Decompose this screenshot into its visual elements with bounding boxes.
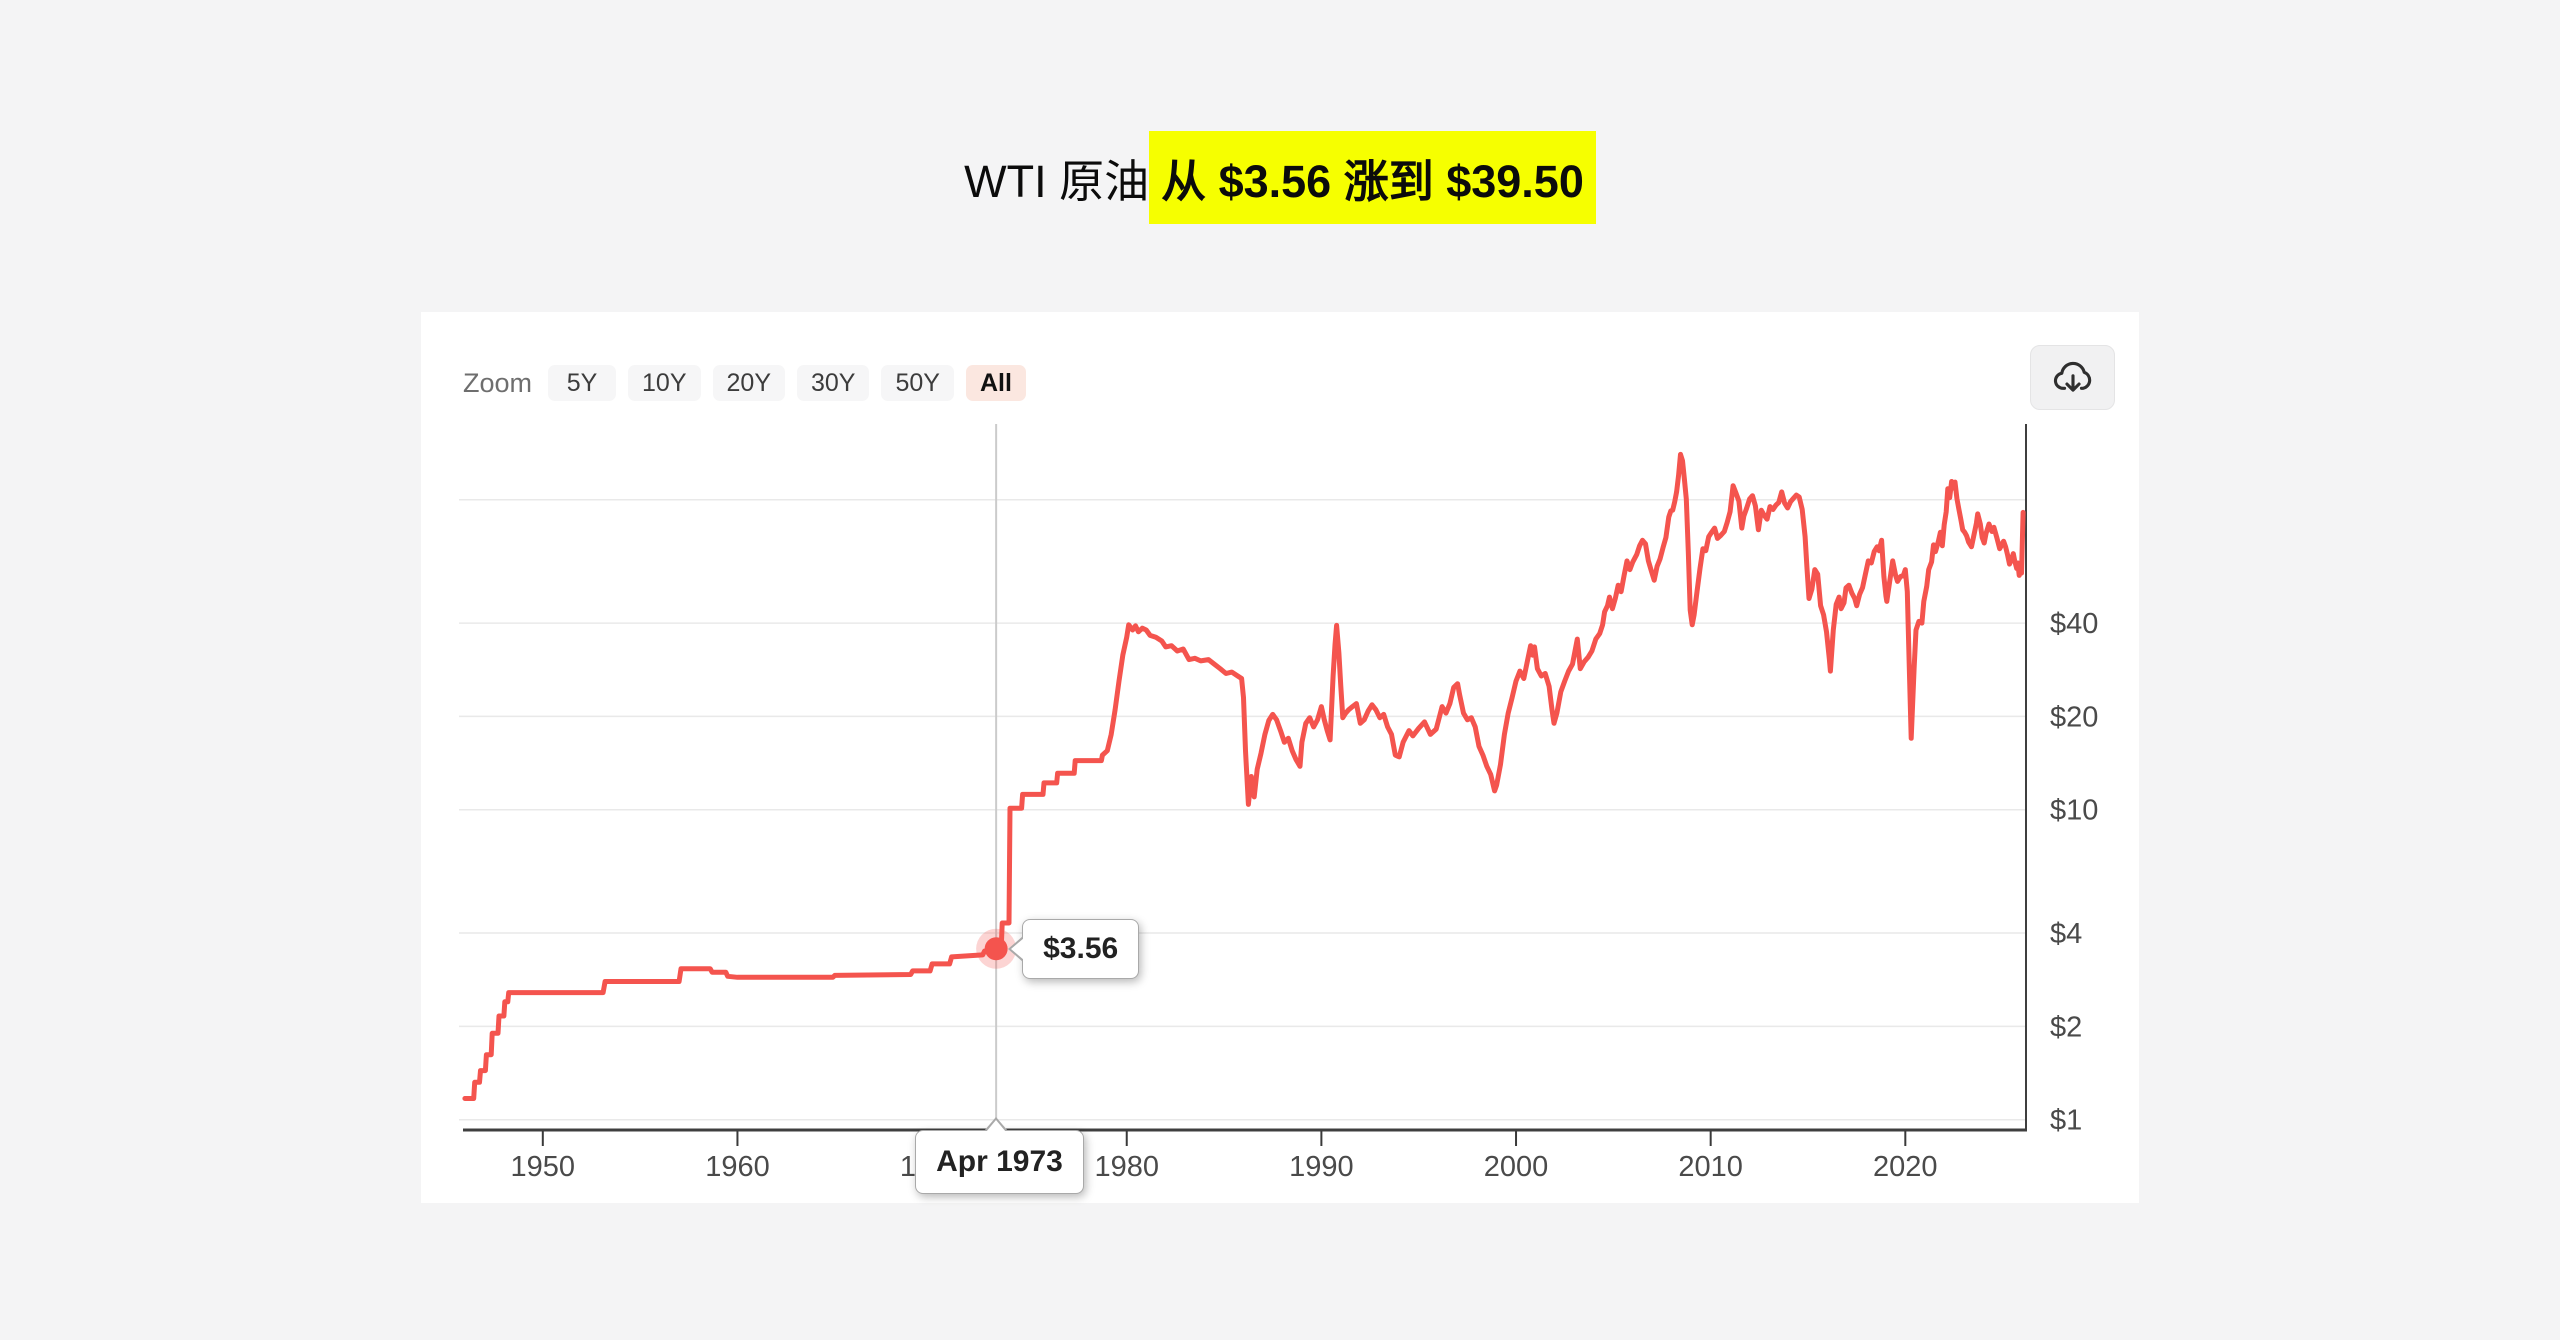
tooltip-value: $3.56 [1043,931,1119,965]
y-axis-label: $1 [2050,1105,2082,1137]
y-axis-label: $4 [2050,918,2082,950]
chart-card: Zoom 5Y 10Y 20Y 30Y 50Y All 19501960197019801… [421,312,2139,1203]
x-axis-label: 2000 [1484,1151,1549,1183]
range-button-20y[interactable]: 20Y [712,365,785,401]
y-axis-label: $40 [2050,608,2098,640]
price-line-series [462,451,2026,1101]
price-tooltip: $3.56 [1022,918,1140,979]
zoom-label: Zoom [463,367,533,398]
range-button-5y[interactable]: 5Y [548,365,617,401]
price-chart[interactable]: 19501960197019801990200020102020$40$20$1… [421,312,2139,1203]
range-button-all[interactable]: All [965,365,1026,401]
x-axis-label: 1980 [1094,1151,1159,1183]
range-button-50y[interactable]: 50Y [881,365,954,401]
download-button[interactable] [2030,345,2115,410]
y-axis-label: $2 [2050,1011,2082,1043]
x-axis-label: 2020 [1873,1151,1938,1183]
page-title: WTI 原油从 $3.56 涨到 $39.50 [0,130,2560,224]
title-highlight: 从 $3.56 涨到 $39.50 [1149,130,1596,224]
y-axis-label: $20 [2050,701,2098,733]
date-tooltip: Apr 1973 [915,1117,1084,1194]
x-axis-label: 2010 [1678,1151,1743,1183]
x-axis-label: 1960 [705,1151,770,1183]
cloud-download-icon [2053,361,2091,392]
x-axis-label: 1990 [1289,1151,1354,1183]
y-axis-label: $10 [2050,795,2098,827]
title-prefix: WTI 原油 [964,155,1150,207]
range-button-30y[interactable]: 30Y [797,365,870,401]
tooltip-date: Apr 1973 [936,1145,1063,1178]
range-selector: Zoom 5Y 10Y 20Y 30Y 50Y All [463,365,1026,401]
range-button-10y[interactable]: 10Y [628,365,701,401]
x-axis-label: 1950 [511,1151,576,1183]
marker-dot [984,937,1008,961]
